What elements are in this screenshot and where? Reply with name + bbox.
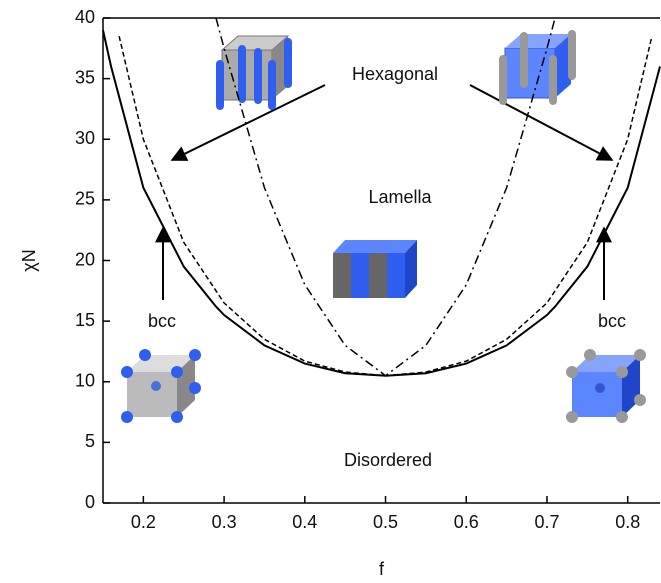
bcc-icon-right: [566, 349, 646, 423]
x-tick-label: 0.3: [212, 512, 237, 532]
y-axis-label: χN: [19, 249, 39, 271]
y-tick-label: 15: [75, 310, 95, 330]
y-tick-label: 10: [75, 371, 95, 391]
curve: [118, 36, 653, 377]
y-tick-label: 35: [75, 67, 95, 87]
y-tick-label: 5: [85, 431, 95, 451]
y-tick-label: 0: [85, 492, 95, 512]
x-tick-label: 0.6: [454, 512, 479, 532]
y-tick-label: 20: [75, 249, 95, 269]
x-tick-label: 0.7: [534, 512, 559, 532]
annotation: Lamella: [368, 187, 432, 207]
x-tick-label: 0.2: [131, 512, 156, 532]
hex-icon-left: [216, 35, 292, 110]
arrows: [155, 84, 614, 300]
hex-icon-right: [499, 30, 576, 105]
curve: [215, 17, 556, 377]
lamella-icon: [333, 240, 417, 298]
y-tick-label: 25: [75, 189, 95, 209]
x-tick-label: 0.4: [292, 512, 317, 532]
bcc-icon-left: [121, 349, 201, 423]
x-axis-label: f: [379, 559, 385, 579]
y-tick-label: 30: [75, 128, 95, 148]
annotation: bcc: [148, 311, 176, 331]
y-tick-label: 40: [75, 7, 95, 27]
annotation: bcc: [598, 311, 626, 331]
x-tick-label: 0.8: [615, 512, 640, 532]
annotation: Disordered: [344, 450, 432, 470]
x-tick-label: 0.5: [373, 512, 398, 532]
annotation: Hexagonal: [352, 64, 438, 84]
